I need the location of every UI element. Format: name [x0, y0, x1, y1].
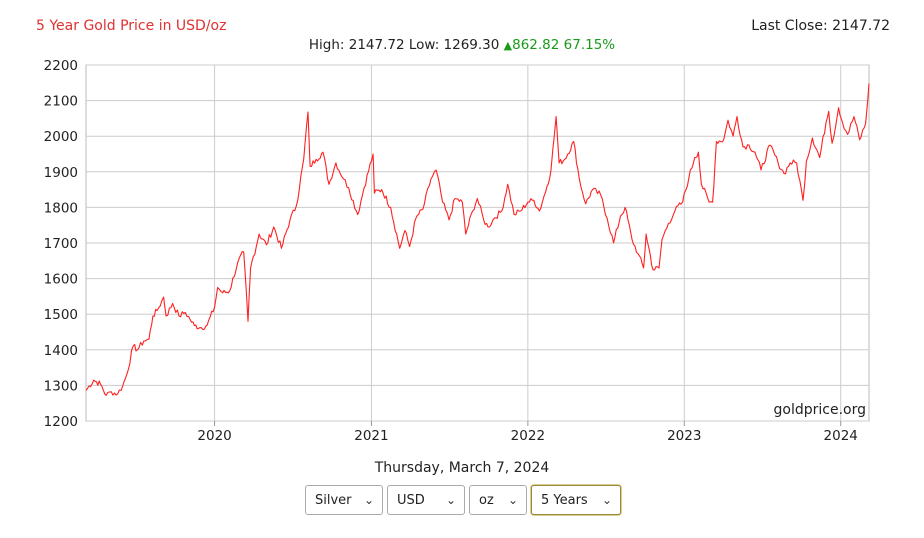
y-tick-label: 1400: [44, 343, 78, 359]
date-label: Thursday, March 7, 2024: [374, 460, 550, 476]
y-tick-label: 2000: [44, 129, 78, 145]
chevron-down-icon: ⌄: [601, 493, 612, 507]
y-tick-label: 1900: [44, 165, 78, 181]
high-low-text: High: 2147.72 Low: 1269.30: [308, 37, 500, 53]
change-text: 862.82 67.15%: [512, 37, 616, 53]
y-tick-label: 1200: [44, 414, 78, 430]
up-triangle-icon: ▲: [503, 39, 513, 52]
metal-select-value: Silver: [315, 492, 352, 508]
chart-controls: Silver ⌄ USD ⌄ oz ⌄ 5 Years ⌄: [305, 485, 621, 515]
price-chart: 1200 1300 1400 1500 1600 1700 1800 1900 2000 2100…: [44, 58, 870, 444]
y-tick-label: 1800: [44, 200, 78, 216]
watermark-text: goldprice.org: [774, 402, 866, 418]
y-tick-label: 1700: [44, 236, 78, 252]
x-tick-label: 2023: [667, 428, 701, 444]
x-tick-label: 2020: [197, 428, 231, 444]
chevron-down-icon: ⌄: [363, 493, 374, 507]
y-tick-label: 2200: [44, 58, 78, 74]
chevron-down-icon: ⌄: [445, 493, 456, 507]
unit-select-value: oz: [479, 492, 494, 508]
last-close: Last Close: 2147.72: [751, 18, 890, 34]
x-tick-label: 2021: [354, 428, 388, 444]
chevron-down-icon: ⌄: [507, 493, 518, 507]
period-select-value: 5 Years: [541, 492, 588, 508]
x-tick-label: 2022: [511, 428, 545, 444]
unit-select[interactable]: oz ⌄: [469, 485, 527, 515]
price-stats: High: 2147.72 Low: 1269.30 ▲862.82 67.15…: [0, 37, 924, 53]
currency-select[interactable]: USD ⌄: [387, 485, 465, 515]
y-tick-label: 1500: [44, 307, 78, 323]
currency-select-value: USD: [397, 492, 425, 508]
metal-select[interactable]: Silver ⌄: [305, 485, 383, 515]
period-select[interactable]: 5 Years ⌄: [531, 485, 621, 515]
y-tick-label: 1600: [44, 272, 78, 288]
chart-title: 5 Year Gold Price in USD/oz: [36, 18, 227, 34]
y-tick-label: 2100: [44, 94, 78, 110]
x-tick-label: 2024: [824, 428, 858, 444]
price-line: [85, 83, 870, 396]
y-tick-label: 1300: [44, 378, 78, 394]
